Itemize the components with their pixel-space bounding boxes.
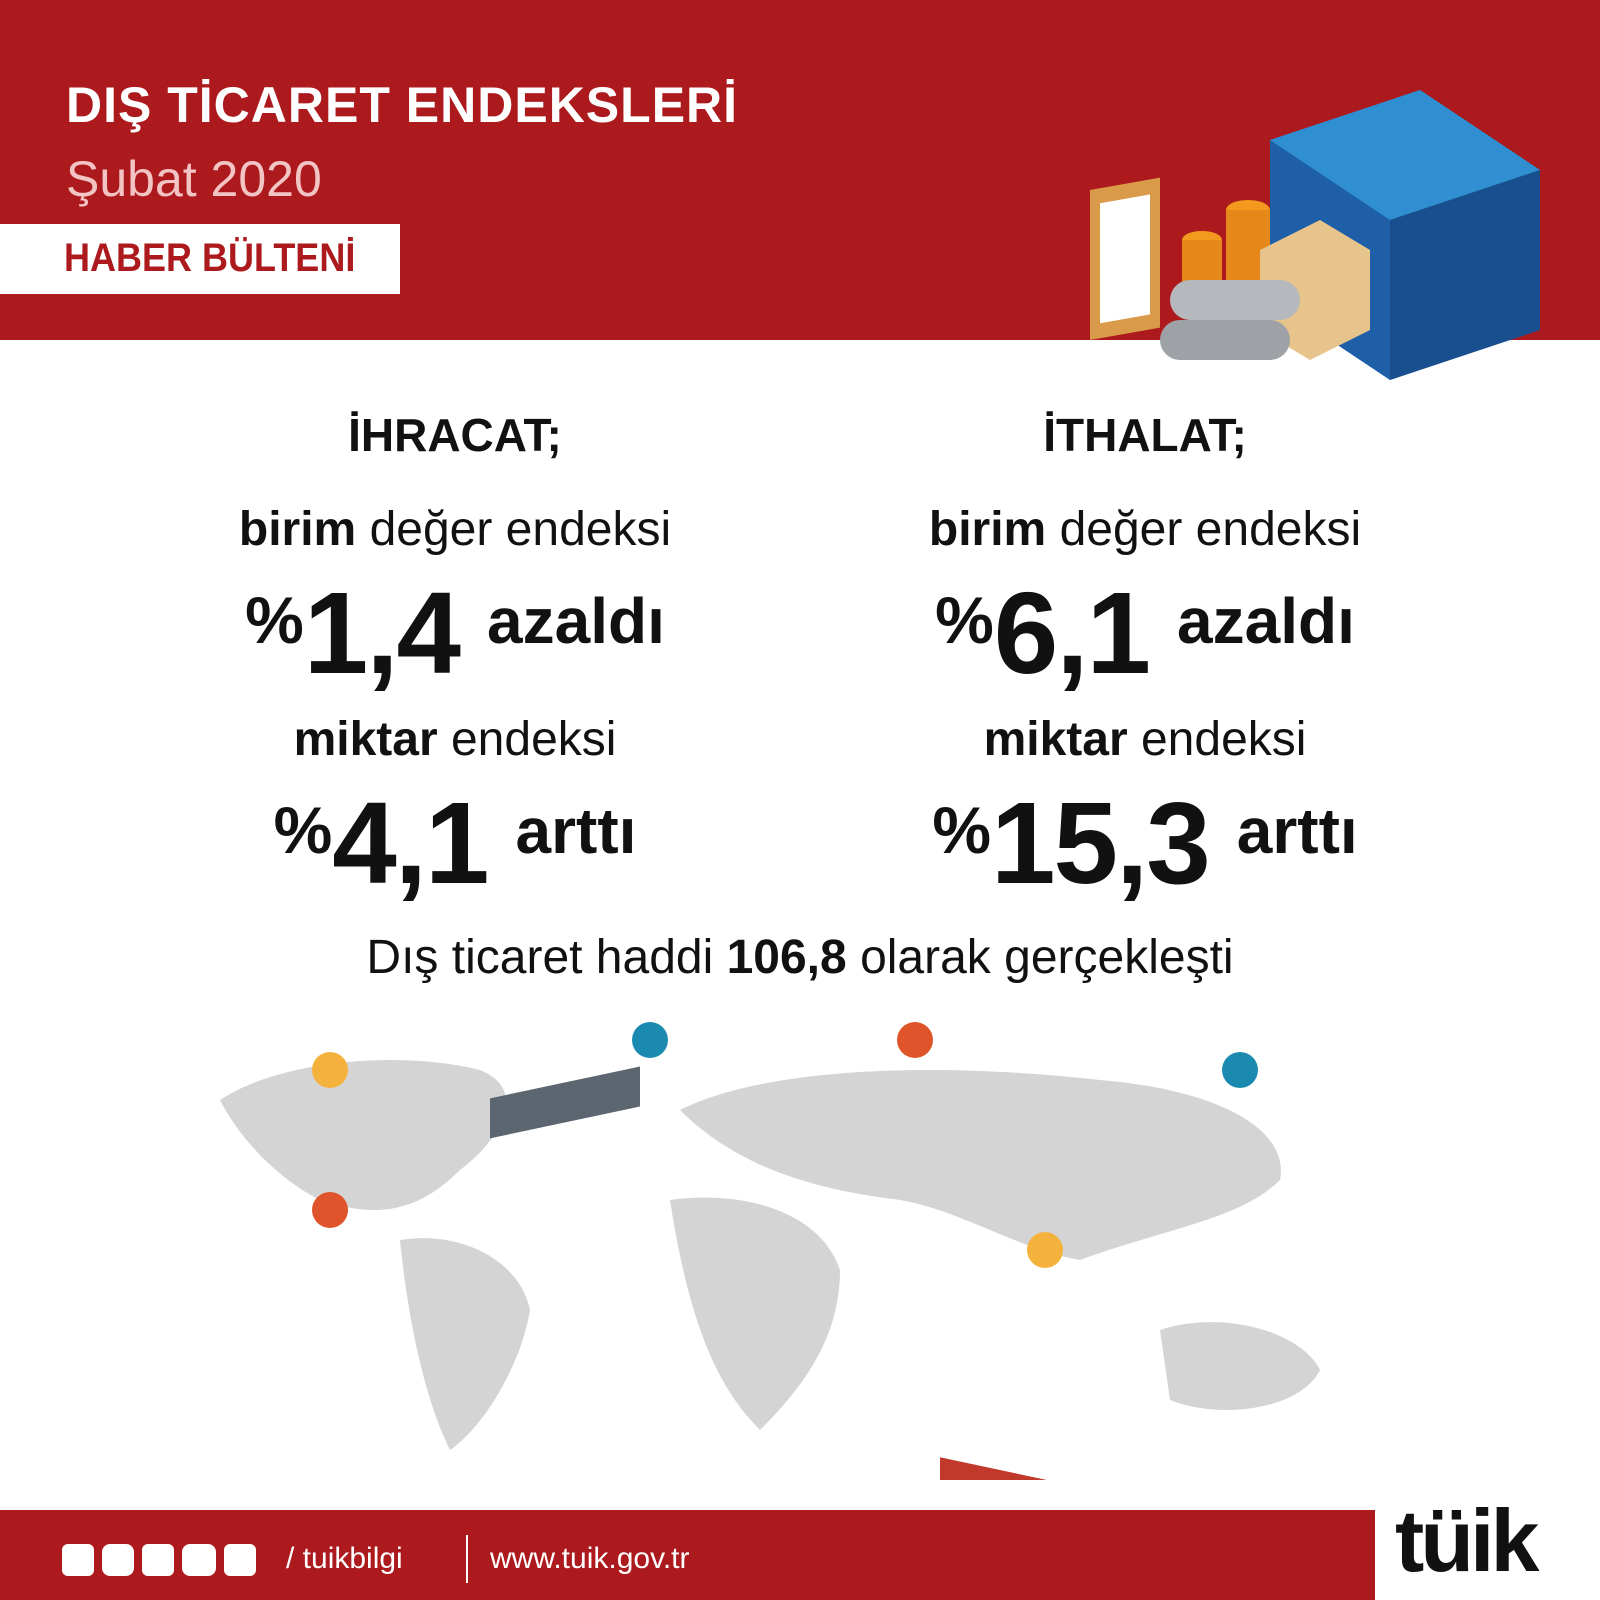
- import-column: İTHALAT; birim değer endeksi %6,1 azaldı mik…: [795, 400, 1495, 920]
- logo: tüik: [1395, 1491, 1539, 1590]
- subtitle: Şubat 2020: [66, 151, 322, 207]
- stat-label: birim değer endeksi: [795, 500, 1495, 560]
- summary-before: Dış ticaret haddi: [366, 931, 714, 984]
- stat-label: miktar endeksi: [795, 710, 1495, 770]
- social-icons: [62, 1544, 256, 1576]
- stat-figure: %4,1 arttı: [105, 770, 805, 939]
- cargo-illustration: [1090, 90, 1540, 380]
- social-handle[interactable]: / tuikbilgi: [286, 1542, 403, 1575]
- world-map: [220, 1022, 1320, 1480]
- separator: [466, 1535, 468, 1583]
- stat-figure: %15,3 arttı: [795, 770, 1495, 939]
- stat-text: değer endeksi: [1059, 503, 1362, 556]
- website-link[interactable]: www.tuik.gov.tr: [490, 1542, 690, 1575]
- title: DIŞ TİCARET ENDEKSLERİ: [66, 77, 739, 133]
- stat-bold: birim: [928, 503, 1047, 556]
- stat: birim değer endeksi %6,1 azaldı: [795, 500, 1495, 710]
- summary-value: 106,8: [726, 931, 847, 984]
- percent-sign: %: [932, 793, 991, 867]
- stat-label: miktar endeksi: [105, 710, 805, 770]
- stat: birim değer endeksi %1,4 azaldı: [105, 500, 805, 710]
- badge-text: HABER BÜLTENİ: [64, 236, 356, 280]
- stat-change: arttı: [1236, 795, 1358, 867]
- stat-value: 15,3: [991, 778, 1211, 908]
- column-heading: İTHALAT;: [1043, 409, 1247, 461]
- stat-bold: birim: [238, 503, 357, 556]
- badge: HABER BÜLTENİ: [0, 224, 400, 294]
- stat-label: birim değer endeksi: [105, 500, 805, 560]
- export-column: İHRACAT; birim değer endeksi %1,4 azaldı mik…: [105, 400, 805, 920]
- percent-sign: %: [935, 583, 994, 657]
- stat-value: 1,4: [303, 568, 461, 698]
- stat: miktar endeksi %4,1 arttı: [105, 710, 805, 920]
- stat-text: endeksi: [1140, 713, 1307, 766]
- stat-change: azaldı: [487, 585, 665, 657]
- stat-change: arttı: [515, 795, 637, 867]
- stat-value: 4,1: [332, 778, 489, 908]
- stat-text: endeksi: [450, 713, 617, 766]
- stat: miktar endeksi %15,3 arttı: [795, 710, 1495, 920]
- stat-text: değer endeksi: [369, 503, 672, 556]
- stat-bold: miktar: [293, 713, 438, 766]
- summary-after: olarak gerçekleşti: [860, 931, 1234, 984]
- percent-sign: %: [245, 583, 304, 657]
- percent-sign: %: [273, 793, 333, 867]
- stat-value: 6,1: [993, 568, 1151, 698]
- stat-figure: %1,4 azaldı: [105, 560, 805, 729]
- column-heading: İHRACAT;: [348, 409, 562, 461]
- stat-bold: miktar: [983, 713, 1128, 766]
- stat-change: azaldı: [1177, 585, 1355, 657]
- stat-figure: %6,1 azaldı: [795, 560, 1495, 729]
- summary: Dış ticaret haddi 106,8 olarak gerçekleş…: [0, 930, 1600, 985]
